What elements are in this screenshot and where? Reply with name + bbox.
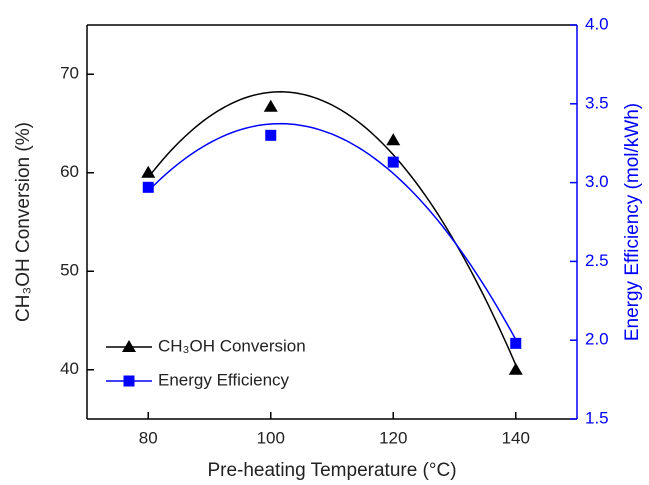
y-tick-label: 40 — [60, 359, 79, 378]
y-axis-label: CH₃OH Conversion (%) — [13, 122, 34, 322]
legend-label: Energy Efficiency — [158, 370, 290, 389]
x-tick-label: 100 — [257, 428, 285, 447]
y2-tick-label: 3.0 — [585, 172, 609, 191]
x-tick-label: 120 — [379, 428, 407, 447]
legend-marker — [123, 375, 135, 387]
y2-tick-label: 2.5 — [585, 251, 609, 270]
legend-marker — [122, 340, 136, 352]
y-tick-label: 50 — [60, 261, 79, 280]
y2-tick-label: 4.0 — [585, 14, 609, 33]
x-tick-label: 80 — [139, 428, 158, 447]
x-tick-label: 140 — [502, 428, 530, 447]
data-point — [142, 181, 154, 193]
y2-tick-label: 2.0 — [585, 330, 609, 349]
data-point — [263, 99, 278, 112]
data-point — [508, 362, 523, 375]
fit-curve — [147, 91, 517, 366]
data-point — [386, 133, 401, 146]
y2-tick-label: 3.5 — [585, 93, 609, 112]
data-point — [265, 129, 277, 141]
y2-tick-label: 1.5 — [585, 408, 609, 427]
y2-axis-label: Energy Efficiency (mol/kWh) — [622, 103, 643, 341]
fit-curve — [147, 122, 517, 340]
data-point — [141, 165, 156, 178]
data-point — [387, 156, 399, 168]
x-axis-label: Pre-heating Temperature (°C) — [207, 460, 456, 481]
y-tick-label: 70 — [60, 64, 79, 83]
y-tick-label: 60 — [60, 162, 79, 181]
data-point — [510, 337, 522, 349]
legend-label: CH₃OH Conversion — [158, 336, 306, 355]
